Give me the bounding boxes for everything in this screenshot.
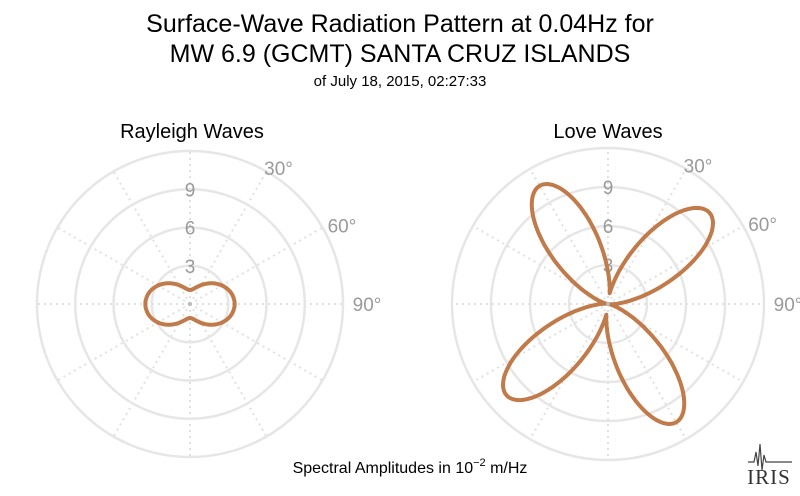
love-radial-tick-9: 9	[603, 178, 614, 199]
love-center-point	[606, 302, 610, 306]
rayleigh-spoke-330	[112, 170, 191, 305]
caption-base: 10	[455, 460, 473, 477]
love-angle-tick-60: 60°	[748, 215, 777, 236]
rayleigh-radial-tick-3: 3	[185, 257, 196, 278]
love-pattern-curve	[501, 182, 715, 426]
rayleigh-spoke-120	[189, 303, 324, 382]
rayleigh-radial-tick-9: 9	[185, 180, 196, 201]
rayleigh-ring-6	[112, 226, 268, 382]
rayleigh-ring-12	[35, 149, 345, 459]
love-ring-12	[450, 146, 766, 462]
love-angle-tick-90: 90°	[774, 295, 800, 316]
figure-title-line2: MW 6.9 (GCMT) SANTA CRUZ ISLANDS	[170, 40, 631, 68]
iris-logo: IRIS	[747, 443, 792, 489]
rayleigh-panel-title: Rayleigh Waves	[120, 121, 264, 143]
love-ring-9	[489, 185, 727, 423]
figure-subtitle: of July 18, 2015, 02:27:33	[314, 73, 487, 90]
rayleigh-pattern-curve	[143, 281, 237, 327]
rayleigh-spoke-150	[189, 303, 268, 438]
rayleigh-tick-labels: 3 6 9 30° 60° 90°	[185, 159, 382, 316]
rayleigh-center-point	[188, 302, 192, 306]
rayleigh-polar-grid	[35, 149, 345, 459]
rayleigh-angle-tick-60: 60°	[328, 217, 357, 238]
amplitude-units-caption: Spectral Amplitudes in 10−2 m/Hz	[293, 457, 528, 477]
rayleigh-ring-3	[150, 264, 230, 344]
rayleigh-spoke-210	[112, 303, 191, 438]
figure-title-line1: Surface-Wave Radiation Pattern at 0.04Hz…	[146, 10, 654, 38]
love-angle-tick-30: 30°	[684, 156, 713, 177]
rayleigh-spoke-60	[189, 226, 324, 305]
rayleigh-ring-9	[74, 188, 306, 420]
rayleigh-spoke-30	[189, 170, 268, 305]
rayleigh-angle-tick-30: 30°	[264, 159, 293, 180]
love-panel-title: Love Waves	[553, 121, 662, 143]
rayleigh-angle-tick-90: 90°	[353, 295, 382, 316]
rayleigh-radial-tick-6: 6	[185, 219, 196, 240]
caption-unit: m/Hz	[486, 460, 528, 477]
love-ring-6	[528, 224, 688, 384]
rayleigh-panel: Rayleigh Waves 3 6 9 30° 60° 90°	[35, 121, 382, 459]
rayleigh-spoke-240	[56, 303, 191, 382]
caption-prefix: Spectral Amplitudes in	[293, 460, 456, 477]
love-radial-tick-6: 6	[603, 217, 614, 238]
iris-logo-text: IRIS	[747, 465, 791, 489]
rayleigh-spoke-300	[56, 226, 191, 305]
caption-exponent: −2	[473, 457, 486, 469]
